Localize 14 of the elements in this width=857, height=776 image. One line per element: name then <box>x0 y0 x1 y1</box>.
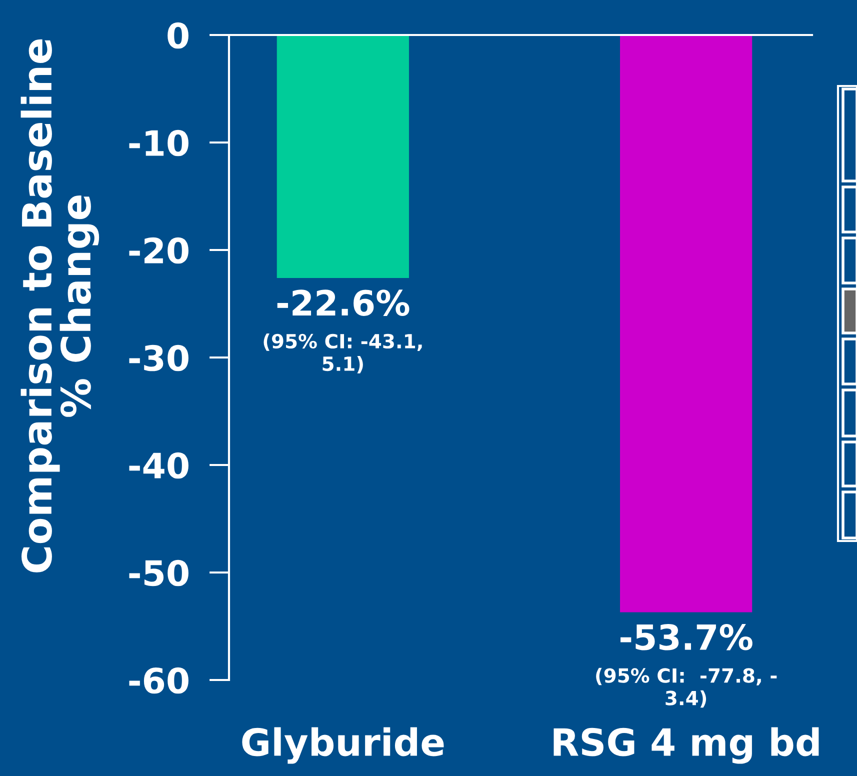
y-tick-label: -40 <box>129 452 188 479</box>
y-tick-label: -20 <box>129 237 188 264</box>
y-tick-label: 0 <box>168 22 188 49</box>
y-tick-label: -10 <box>129 130 188 156</box>
data-label: -22.6% <box>277 290 410 316</box>
annotation: (95% CI: -43.1, 5.1) <box>264 334 422 374</box>
data-label: -53.7% <box>620 624 752 650</box>
annotation: (95% CI: -77.8, - 3.4) <box>596 668 777 708</box>
x-tick-label: RSG 4 mg bd <box>554 727 819 764</box>
y-tick-label: -60 <box>129 667 188 694</box>
x-tick-label: Glyburide <box>242 727 444 764</box>
y-tick-label: -30 <box>129 344 188 372</box>
y-axis-title: Comparison to Baseline % Change <box>20 39 100 572</box>
y-tick-label: -50 <box>129 560 188 586</box>
